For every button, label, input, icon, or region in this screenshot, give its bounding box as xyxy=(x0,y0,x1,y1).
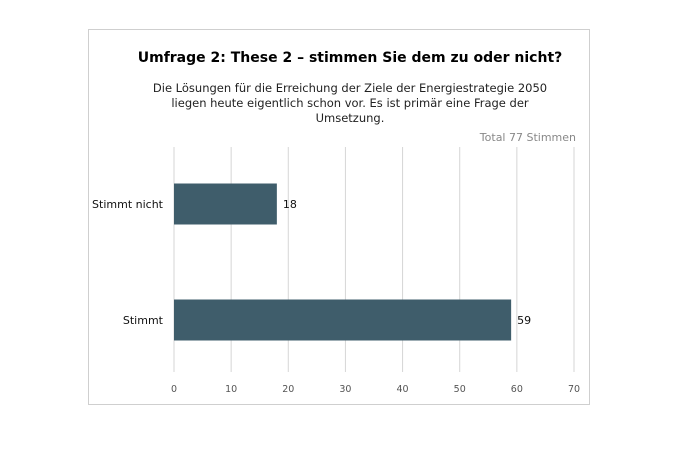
x-tick-label: 10 xyxy=(225,384,237,395)
bars xyxy=(174,183,512,341)
bar-stimmt xyxy=(174,299,512,341)
x-tick-label: 50 xyxy=(454,384,466,395)
bar-stimmt-nicht xyxy=(174,183,277,225)
value-label: 59 xyxy=(517,314,531,327)
labels: Stimmt nicht 18 Stimmt 59 xyxy=(92,198,531,327)
x-tick-label: 40 xyxy=(397,384,409,395)
total-votes-label: Total 77 Stimmen xyxy=(479,131,576,144)
x-tick-label: 0 xyxy=(171,384,177,395)
x-tick-label: 30 xyxy=(339,384,351,395)
x-tick-label: 20 xyxy=(282,384,294,395)
x-tick-label: 70 xyxy=(568,384,580,395)
category-label: Stimmt nicht xyxy=(92,198,164,211)
x-tick-label: 60 xyxy=(511,384,523,395)
value-label: 18 xyxy=(283,198,297,211)
chart-panel xyxy=(88,29,590,405)
chart-title: Umfrage 2: These 2 – stimmen Sie dem zu … xyxy=(137,50,563,66)
chart-subtitle: Die Lösungen für die Erreichung der Ziel… xyxy=(152,81,548,125)
category-label: Stimmt xyxy=(123,314,164,327)
x-axis-ticks: 0 10 20 30 40 50 60 70 xyxy=(171,384,580,395)
